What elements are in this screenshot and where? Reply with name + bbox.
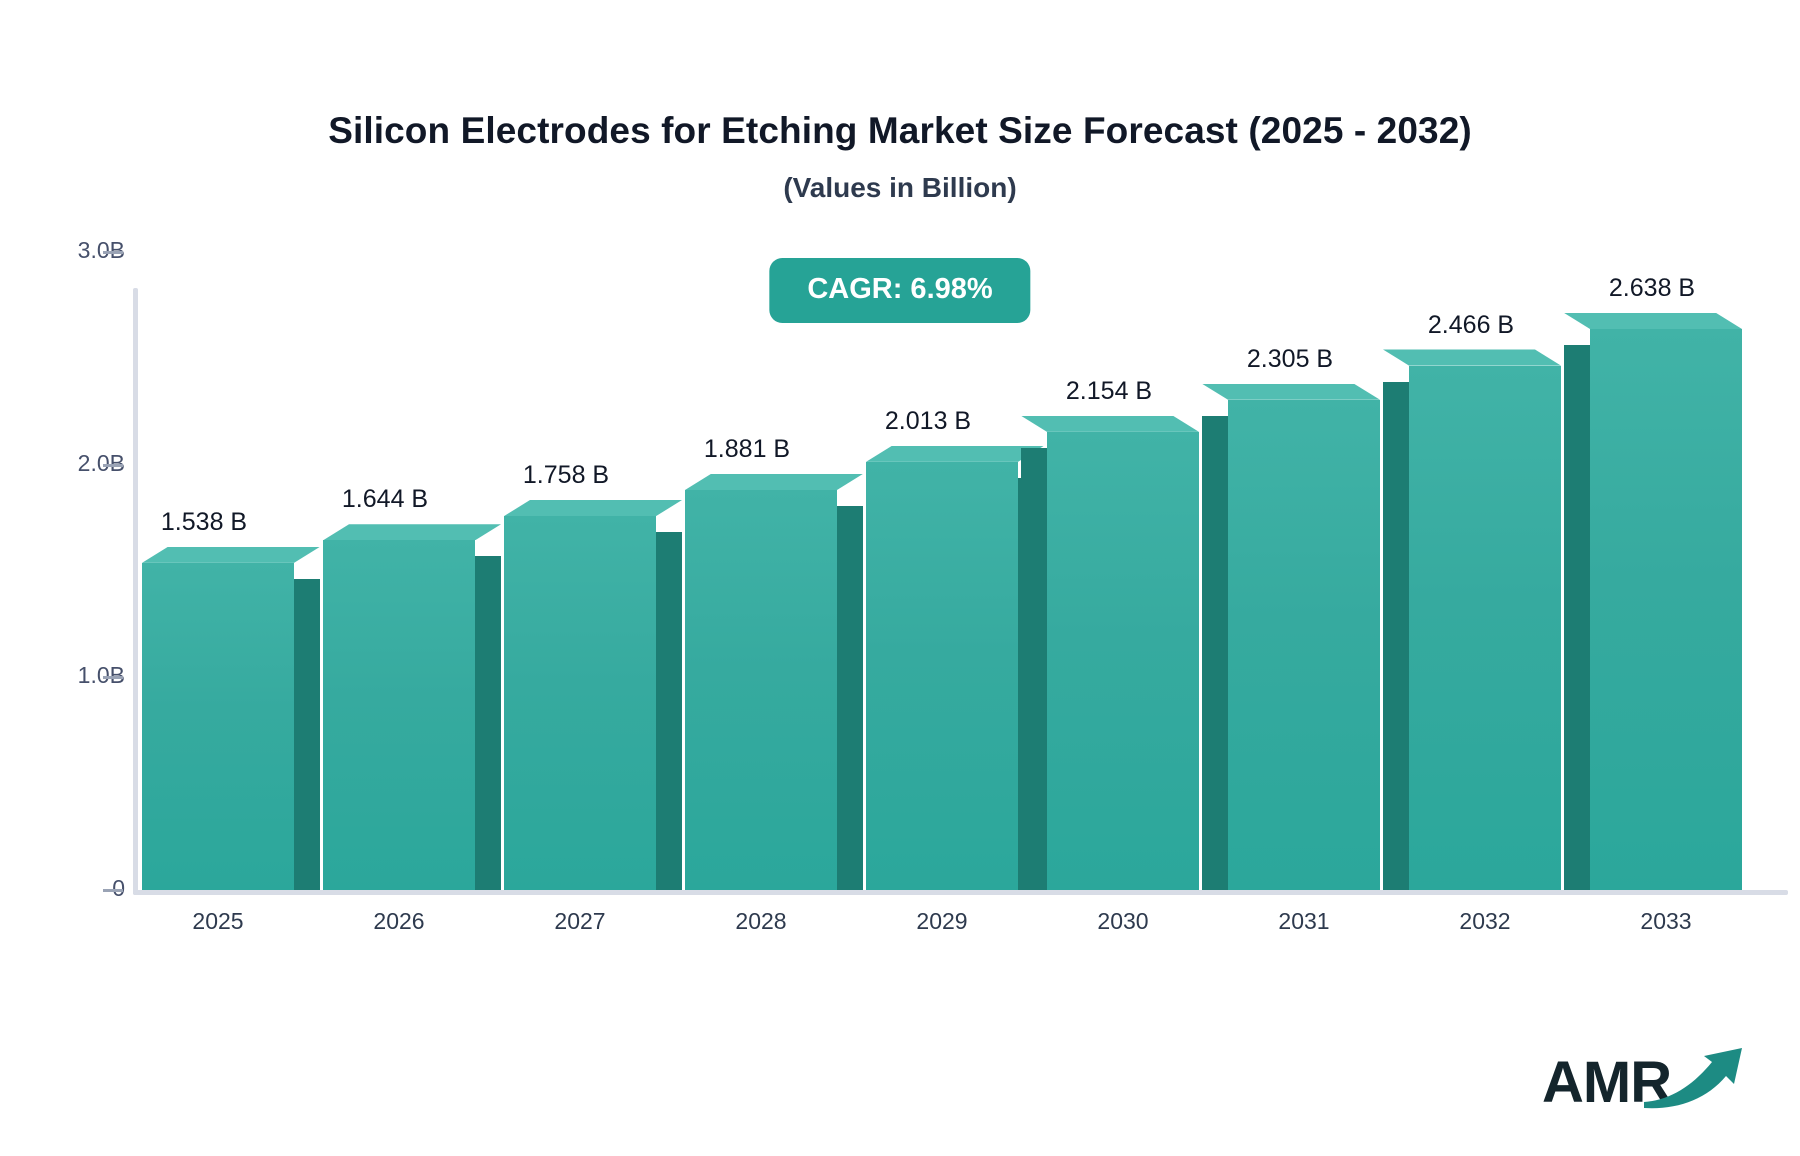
bar-value-label: 2.638 B — [1608, 273, 1696, 302]
y-axis-tick-mark — [103, 676, 123, 680]
bar-front-face — [142, 562, 294, 890]
bar-value-label: 2.305 B — [1246, 344, 1334, 373]
y-axis-tick-label: 3.0B — [77, 237, 125, 263]
bar-side-face — [656, 532, 682, 890]
bar-value-label: 2.466 B — [1427, 310, 1515, 339]
bar-top-face — [685, 473, 863, 490]
bar-front-face — [504, 516, 656, 890]
bar-side-face — [837, 506, 863, 890]
cagr-badge: CAGR: 6.98% — [769, 258, 1031, 323]
y-axis-tick-mark — [103, 251, 123, 254]
bar-top-face — [1202, 383, 1380, 400]
x-axis-tick-label: 2028 — [735, 908, 787, 934]
bar-value-label: 1.538 B — [160, 507, 248, 536]
bar-top-face — [142, 546, 320, 563]
bar-2031[interactable] — [1202, 383, 1380, 890]
bar-2026[interactable] — [323, 524, 501, 890]
x-axis-tick-label: 2026 — [373, 908, 425, 934]
bar-front-face — [685, 489, 837, 890]
bar-value-label: 1.644 B — [341, 485, 429, 514]
y-axis-tick-label: 2.0B — [77, 449, 125, 476]
x-axis-tick-label: 2025 — [192, 908, 244, 934]
bar-2027[interactable] — [504, 500, 682, 890]
bar-top-face — [504, 500, 682, 517]
bar-2028[interactable] — [685, 473, 863, 890]
bar-front-face — [1228, 399, 1380, 890]
bar-top-face — [866, 445, 1044, 462]
bar-value-label: 1.758 B — [522, 461, 610, 490]
bar-front-face — [1409, 365, 1561, 890]
bar-top-face — [323, 524, 501, 541]
y-axis-tick-label: 1.0B — [77, 662, 125, 689]
bar-top-face — [1021, 415, 1199, 432]
y-axis-tick-mark — [103, 889, 123, 892]
bar-front-face — [1047, 431, 1199, 890]
bar-value-label: 2.154 B — [1065, 376, 1153, 405]
bar-side-face — [1202, 415, 1228, 890]
bar-side-face — [294, 579, 320, 890]
chart-title: Silicon Electrodes for Etching Market Si… — [328, 110, 1472, 151]
bar-side-face — [475, 556, 501, 890]
amr-logo: AMR — [1542, 1032, 1752, 1118]
bar-2030[interactable] — [1021, 415, 1199, 890]
bar-side-face — [1383, 381, 1409, 890]
x-axis-tick-label: 2030 — [1097, 908, 1149, 934]
bar-2033[interactable] — [1564, 312, 1742, 890]
bar-front-face — [866, 461, 1018, 890]
y-axis-tick-mark — [103, 463, 123, 467]
bar-top-face — [1564, 312, 1742, 329]
x-axis-tick-label: 2029 — [916, 908, 968, 934]
x-axis-tick-label: 2033 — [1640, 908, 1692, 934]
bar-top-face — [1383, 349, 1561, 366]
growth-arrow-icon — [1644, 1048, 1742, 1109]
bar-2029[interactable] — [866, 445, 1044, 890]
bar-front-face — [323, 540, 475, 890]
y-axis-tick-label: 0 — [112, 875, 125, 901]
bar-value-label: 1.881 B — [703, 434, 791, 463]
bar-side-face — [1021, 448, 1047, 890]
x-axis-tick-label: 2031 — [1278, 908, 1330, 934]
bar-side-face — [1564, 345, 1590, 890]
x-axis-tick-label: 2027 — [554, 908, 606, 934]
x-axis-tick-label: 2032 — [1459, 908, 1511, 934]
bar-front-face — [1590, 328, 1742, 890]
bar-2032[interactable] — [1383, 349, 1561, 890]
y-axis-line — [133, 288, 138, 895]
chart-subtitle: (Values in Billion) — [783, 172, 1017, 203]
x-axis-line — [133, 890, 1788, 895]
bar-value-label: 2.013 B — [884, 406, 972, 435]
bar-2025[interactable] — [142, 546, 320, 890]
